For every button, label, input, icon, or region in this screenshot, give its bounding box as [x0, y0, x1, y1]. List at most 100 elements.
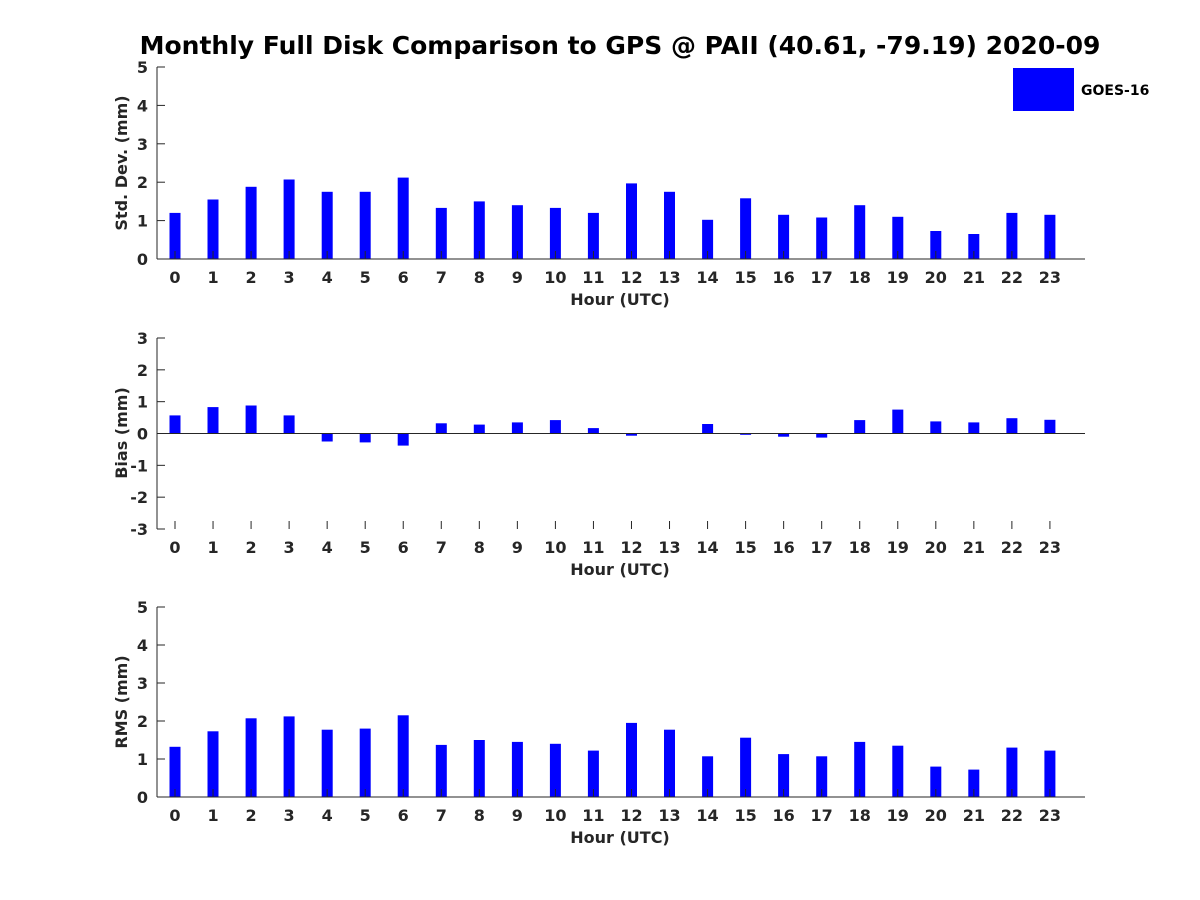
x-axis-label: Hour (UTC): [570, 828, 670, 847]
legend: GOES-16: [1013, 68, 1149, 111]
x-tick-label: 7: [436, 538, 447, 557]
y-tick-label: -3: [130, 520, 148, 539]
x-tick-label: 15: [734, 806, 756, 825]
x-tick-label: 17: [811, 268, 833, 287]
x-axis-label: Hour (UTC): [570, 290, 670, 309]
x-tick-label: 21: [963, 268, 985, 287]
bar-hour-22: [1006, 418, 1018, 434]
bar-hour-4: [321, 729, 333, 797]
bar-hour-8: [473, 201, 485, 259]
x-tick-label: 18: [849, 806, 871, 825]
y-tick-label: 5: [137, 598, 148, 617]
x-tick-label: 0: [169, 806, 180, 825]
x-tick-label: 21: [963, 538, 985, 557]
bar-hour-22: [1006, 212, 1018, 259]
y-tick-label: 4: [137, 636, 148, 655]
x-tick-label: 19: [887, 538, 909, 557]
x-tick-label: 0: [169, 538, 180, 557]
bar-hour-8: [473, 424, 485, 434]
bar-hour-2: [245, 405, 257, 434]
y-tick-label: 2: [137, 173, 148, 192]
bar-hour-21: [968, 769, 980, 797]
x-tick-label: 3: [284, 268, 295, 287]
x-tick-label: 2: [246, 538, 257, 557]
bar-hour-7: [435, 744, 447, 797]
x-tick-label: 11: [582, 538, 604, 557]
x-tick-label: 13: [658, 538, 680, 557]
x-tick-label: 12: [620, 806, 642, 825]
x-tick-label: 12: [620, 268, 642, 287]
bar-hour-5: [359, 433, 371, 443]
bar-hour-19: [892, 216, 904, 259]
x-tick-label: 13: [658, 806, 680, 825]
bar-hour-19: [892, 745, 904, 797]
x-tick-label: 22: [1001, 268, 1023, 287]
bar-hour-8: [473, 740, 485, 797]
x-tick-label: 6: [398, 538, 409, 557]
x-tick-label: 7: [436, 806, 447, 825]
y-tick-label: 0: [137, 788, 148, 807]
x-tick-label: 1: [207, 806, 218, 825]
bar-hour-7: [435, 207, 447, 259]
x-tick-label: 15: [734, 538, 756, 557]
x-tick-label: 2: [246, 806, 257, 825]
y-tick-label: 1: [137, 750, 148, 769]
x-tick-label: 5: [360, 268, 371, 287]
x-tick-label: 6: [398, 806, 409, 825]
x-tick-label: 7: [436, 268, 447, 287]
x-tick-label: 18: [849, 268, 871, 287]
bar-hour-14: [702, 219, 714, 259]
bar-hour-18: [854, 420, 866, 434]
bar-hour-21: [968, 422, 980, 434]
bar-hour-23: [1044, 214, 1056, 259]
x-tick-label: 12: [620, 538, 642, 557]
chart-title: Monthly Full Disk Comparison to GPS @ PA…: [140, 31, 1101, 60]
bar-hour-15: [740, 198, 752, 259]
bar-hour-11: [587, 212, 599, 259]
x-tick-label: 14: [696, 268, 718, 287]
bar-hour-11: [587, 428, 599, 434]
x-tick-label: 1: [207, 538, 218, 557]
bar-hour-4: [321, 433, 333, 442]
x-tick-label: 11: [582, 806, 604, 825]
bar-hour-13: [664, 191, 675, 259]
bar-hour-7: [435, 423, 447, 434]
bar-hour-23: [1044, 419, 1056, 434]
y-tick-label: 3: [137, 135, 148, 154]
bar-hour-11: [587, 750, 599, 797]
x-tick-label: 19: [887, 268, 909, 287]
bar-hour-17: [816, 433, 828, 438]
bar-hour-4: [321, 191, 333, 259]
bar-hour-2: [245, 718, 257, 797]
x-axis-label: Hour (UTC): [570, 560, 670, 579]
y-tick-label: -2: [130, 488, 148, 507]
x-tick-label: 11: [582, 268, 604, 287]
x-tick-label: 10: [544, 268, 566, 287]
x-tick-label: 2: [246, 268, 257, 287]
bar-hour-6: [397, 177, 409, 259]
bar-hour-12: [626, 433, 637, 436]
bar-hour-13: [664, 729, 675, 797]
bar-hour-10: [549, 207, 561, 259]
x-tick-label: 20: [925, 806, 947, 825]
x-tick-label: 4: [322, 268, 333, 287]
legend-swatch: [1013, 68, 1074, 111]
bar-hour-6: [397, 433, 409, 446]
bar-hour-14: [702, 424, 714, 434]
x-tick-label: 15: [734, 268, 756, 287]
x-tick-label: 18: [849, 538, 871, 557]
bar-hour-15: [740, 433, 752, 435]
bar-hour-1: [207, 199, 219, 259]
bar-hour-20: [930, 231, 942, 259]
bar-hour-18: [854, 741, 866, 797]
x-tick-label: 16: [773, 268, 795, 287]
bar-hour-1: [207, 731, 219, 797]
y-tick-label: 2: [137, 712, 148, 731]
bar-hour-23: [1044, 750, 1056, 797]
x-tick-label: 5: [360, 806, 371, 825]
x-tick-label: 23: [1039, 806, 1061, 825]
bar-hour-10: [549, 743, 561, 797]
